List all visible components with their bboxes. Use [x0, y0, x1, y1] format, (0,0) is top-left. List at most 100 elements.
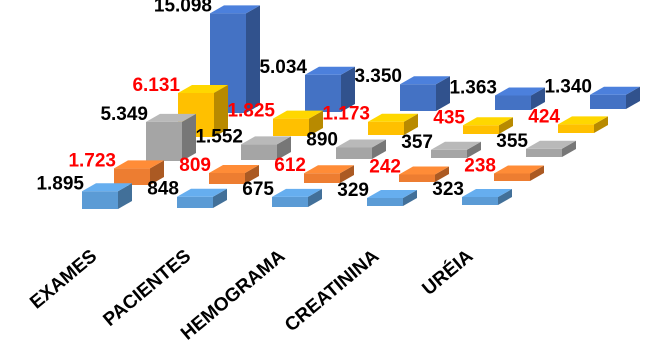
- bar-side: [213, 188, 227, 208]
- bar-top: [336, 139, 386, 148]
- bar-side: [308, 188, 322, 207]
- bar-front: [590, 94, 626, 109]
- bar-top: [494, 165, 544, 174]
- bar-front: [462, 196, 498, 205]
- data-label: 238: [464, 156, 496, 177]
- bar-side: [277, 136, 291, 160]
- bar-top: [399, 166, 449, 175]
- bar-top: [146, 113, 196, 122]
- bar: [273, 110, 323, 136]
- bar: [558, 116, 608, 133]
- bar-top: [400, 76, 450, 85]
- data-label: 1.363: [449, 78, 497, 99]
- data-label: 242: [369, 156, 401, 177]
- data-label: 1.825: [227, 101, 275, 122]
- bar-side: [498, 188, 512, 205]
- bar-front: [273, 118, 309, 136]
- bar-top: [368, 113, 418, 122]
- data-label: 6.131: [132, 75, 180, 96]
- data-label: 675: [242, 179, 274, 200]
- bar-front: [114, 168, 150, 185]
- bar: [304, 165, 354, 183]
- bar-top: [558, 116, 608, 125]
- bar-side: [435, 166, 449, 182]
- bar-front: [367, 197, 403, 206]
- bar-top: [241, 136, 291, 145]
- bar-side: [403, 189, 417, 206]
- bar-top: [463, 117, 513, 126]
- data-label: 435: [433, 107, 465, 128]
- bar-top: [590, 86, 640, 95]
- bar-top: [495, 87, 545, 96]
- bar-front: [558, 124, 594, 133]
- data-label: 355: [496, 131, 528, 152]
- bar-top: [367, 189, 417, 198]
- bar-top: [114, 160, 164, 169]
- bar-top: [304, 165, 354, 174]
- bar-top: [210, 5, 260, 14]
- data-label: 329: [337, 180, 369, 201]
- bar-side: [530, 165, 544, 181]
- bar-side: [626, 86, 640, 109]
- bar-front: [463, 125, 499, 134]
- bar-side: [309, 110, 323, 136]
- bar-front: [304, 173, 340, 183]
- bar-front: [336, 147, 372, 159]
- bar-front: [526, 148, 562, 157]
- bar-side: [340, 165, 354, 183]
- bar: [400, 76, 450, 111]
- category-tick-label: URÉIA: [418, 245, 478, 300]
- bar-front: [495, 95, 531, 110]
- bar-front: [209, 172, 245, 184]
- data-label: 890: [306, 129, 338, 150]
- bar-side: [182, 113, 196, 161]
- data-label: 5.349: [100, 104, 148, 125]
- data-label: 848: [147, 179, 179, 200]
- bar-top: [272, 188, 322, 197]
- bar: [399, 166, 449, 182]
- data-label: 1.173: [322, 104, 370, 125]
- bar: [82, 183, 132, 209]
- category-tick-label: PACIENTES: [99, 246, 195, 331]
- bar-side: [246, 5, 260, 113]
- data-label: 15.098: [154, 0, 212, 16]
- bar-side: [341, 66, 355, 112]
- data-label: 323: [432, 179, 464, 200]
- data-label: 3.350: [354, 66, 402, 87]
- bar-side: [562, 140, 576, 157]
- bar-top: [209, 164, 259, 173]
- bar-front: [177, 196, 213, 208]
- bar-front: [146, 121, 182, 161]
- bar: [462, 188, 512, 205]
- bar-side: [531, 87, 545, 110]
- bar-front: [241, 144, 277, 160]
- bar-side: [594, 116, 608, 133]
- bar: [114, 160, 164, 185]
- bar-front: [305, 74, 341, 112]
- bar: [494, 165, 544, 181]
- bar-front: [431, 149, 467, 158]
- bar-top: [273, 110, 323, 119]
- bar-top: [462, 188, 512, 197]
- bar: [526, 140, 576, 157]
- data-label: 1.723: [68, 150, 116, 171]
- data-label: 1.895: [36, 173, 84, 194]
- bar-side: [214, 84, 228, 137]
- category-tick-label: EXAMES: [26, 246, 101, 314]
- category-tick-label: CREATININA: [281, 246, 383, 337]
- bar-side: [118, 183, 132, 209]
- bar: [590, 86, 640, 109]
- bar-front: [368, 121, 404, 135]
- bar-top: [177, 188, 227, 197]
- data-label: 424: [528, 106, 560, 127]
- bar: [272, 188, 322, 207]
- bar: [368, 113, 418, 135]
- bar: [463, 117, 513, 134]
- bar-top: [305, 66, 355, 75]
- bar: [305, 66, 355, 112]
- bar-side: [436, 76, 450, 111]
- bar-front: [400, 84, 436, 111]
- bar: [431, 141, 481, 158]
- bar: [209, 164, 259, 184]
